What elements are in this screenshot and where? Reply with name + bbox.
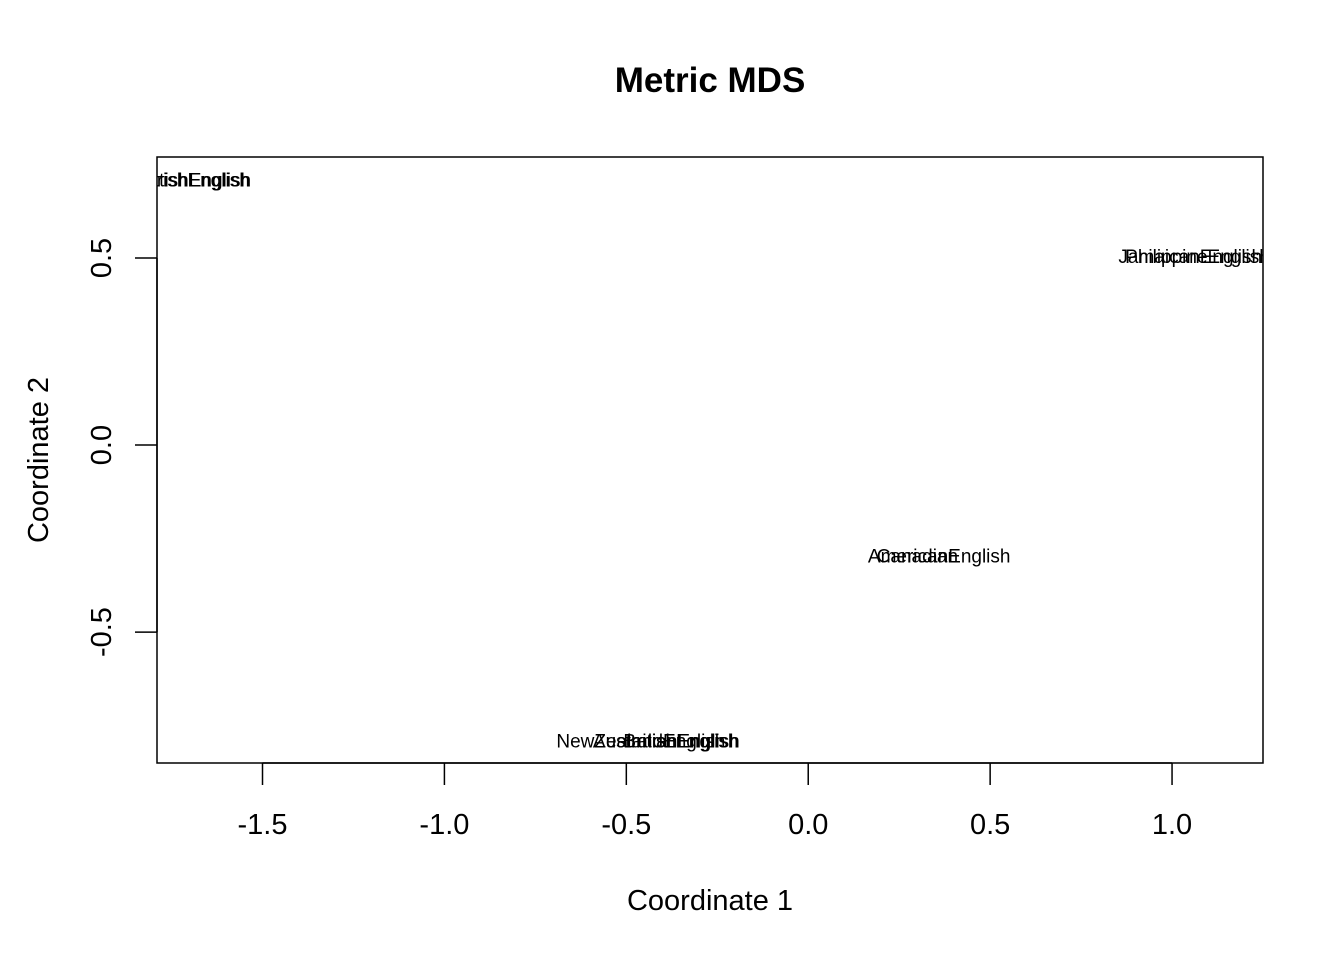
y-tick-label: 0.5 bbox=[86, 238, 118, 278]
x-tick-label: 0.0 bbox=[788, 809, 828, 841]
x-tick-label: 1.0 bbox=[1152, 809, 1192, 841]
point-label: IrishEnglish bbox=[152, 170, 250, 191]
x-tick-label: -1.0 bbox=[419, 809, 469, 841]
x-tick-label: -1.5 bbox=[238, 809, 288, 841]
point-label: JamaicanEnglish bbox=[1118, 247, 1262, 268]
point-label: Canadian bbox=[877, 546, 958, 567]
y-tick-label: -0.5 bbox=[86, 607, 118, 657]
x-tick-label: -0.5 bbox=[601, 809, 651, 841]
chart-title: Metric MDS bbox=[615, 61, 806, 100]
x-axis-label: Coordinate 1 bbox=[627, 885, 793, 917]
point-label: NewZealandEnglish bbox=[556, 732, 725, 753]
y-tick-label: 0.0 bbox=[86, 425, 118, 465]
plot-frame bbox=[156, 156, 1264, 764]
x-tick-label: 0.5 bbox=[970, 809, 1010, 841]
point-label: PhilippineEnglish bbox=[1125, 247, 1270, 268]
point-label: AmericanEnglish bbox=[868, 546, 1011, 567]
point-label: BritishEnglish bbox=[623, 732, 738, 753]
y-axis-label: Coordinate 2 bbox=[23, 377, 55, 543]
point-label: ScottishEnglish bbox=[121, 170, 251, 191]
y-axis: -0.5 0.0 0.5 bbox=[86, 238, 158, 657]
x-axis: -1.5 -1.0 -0.5 0.0 0.5 1.0 bbox=[238, 762, 1192, 841]
point-label: AustralianEnglish bbox=[593, 732, 740, 753]
